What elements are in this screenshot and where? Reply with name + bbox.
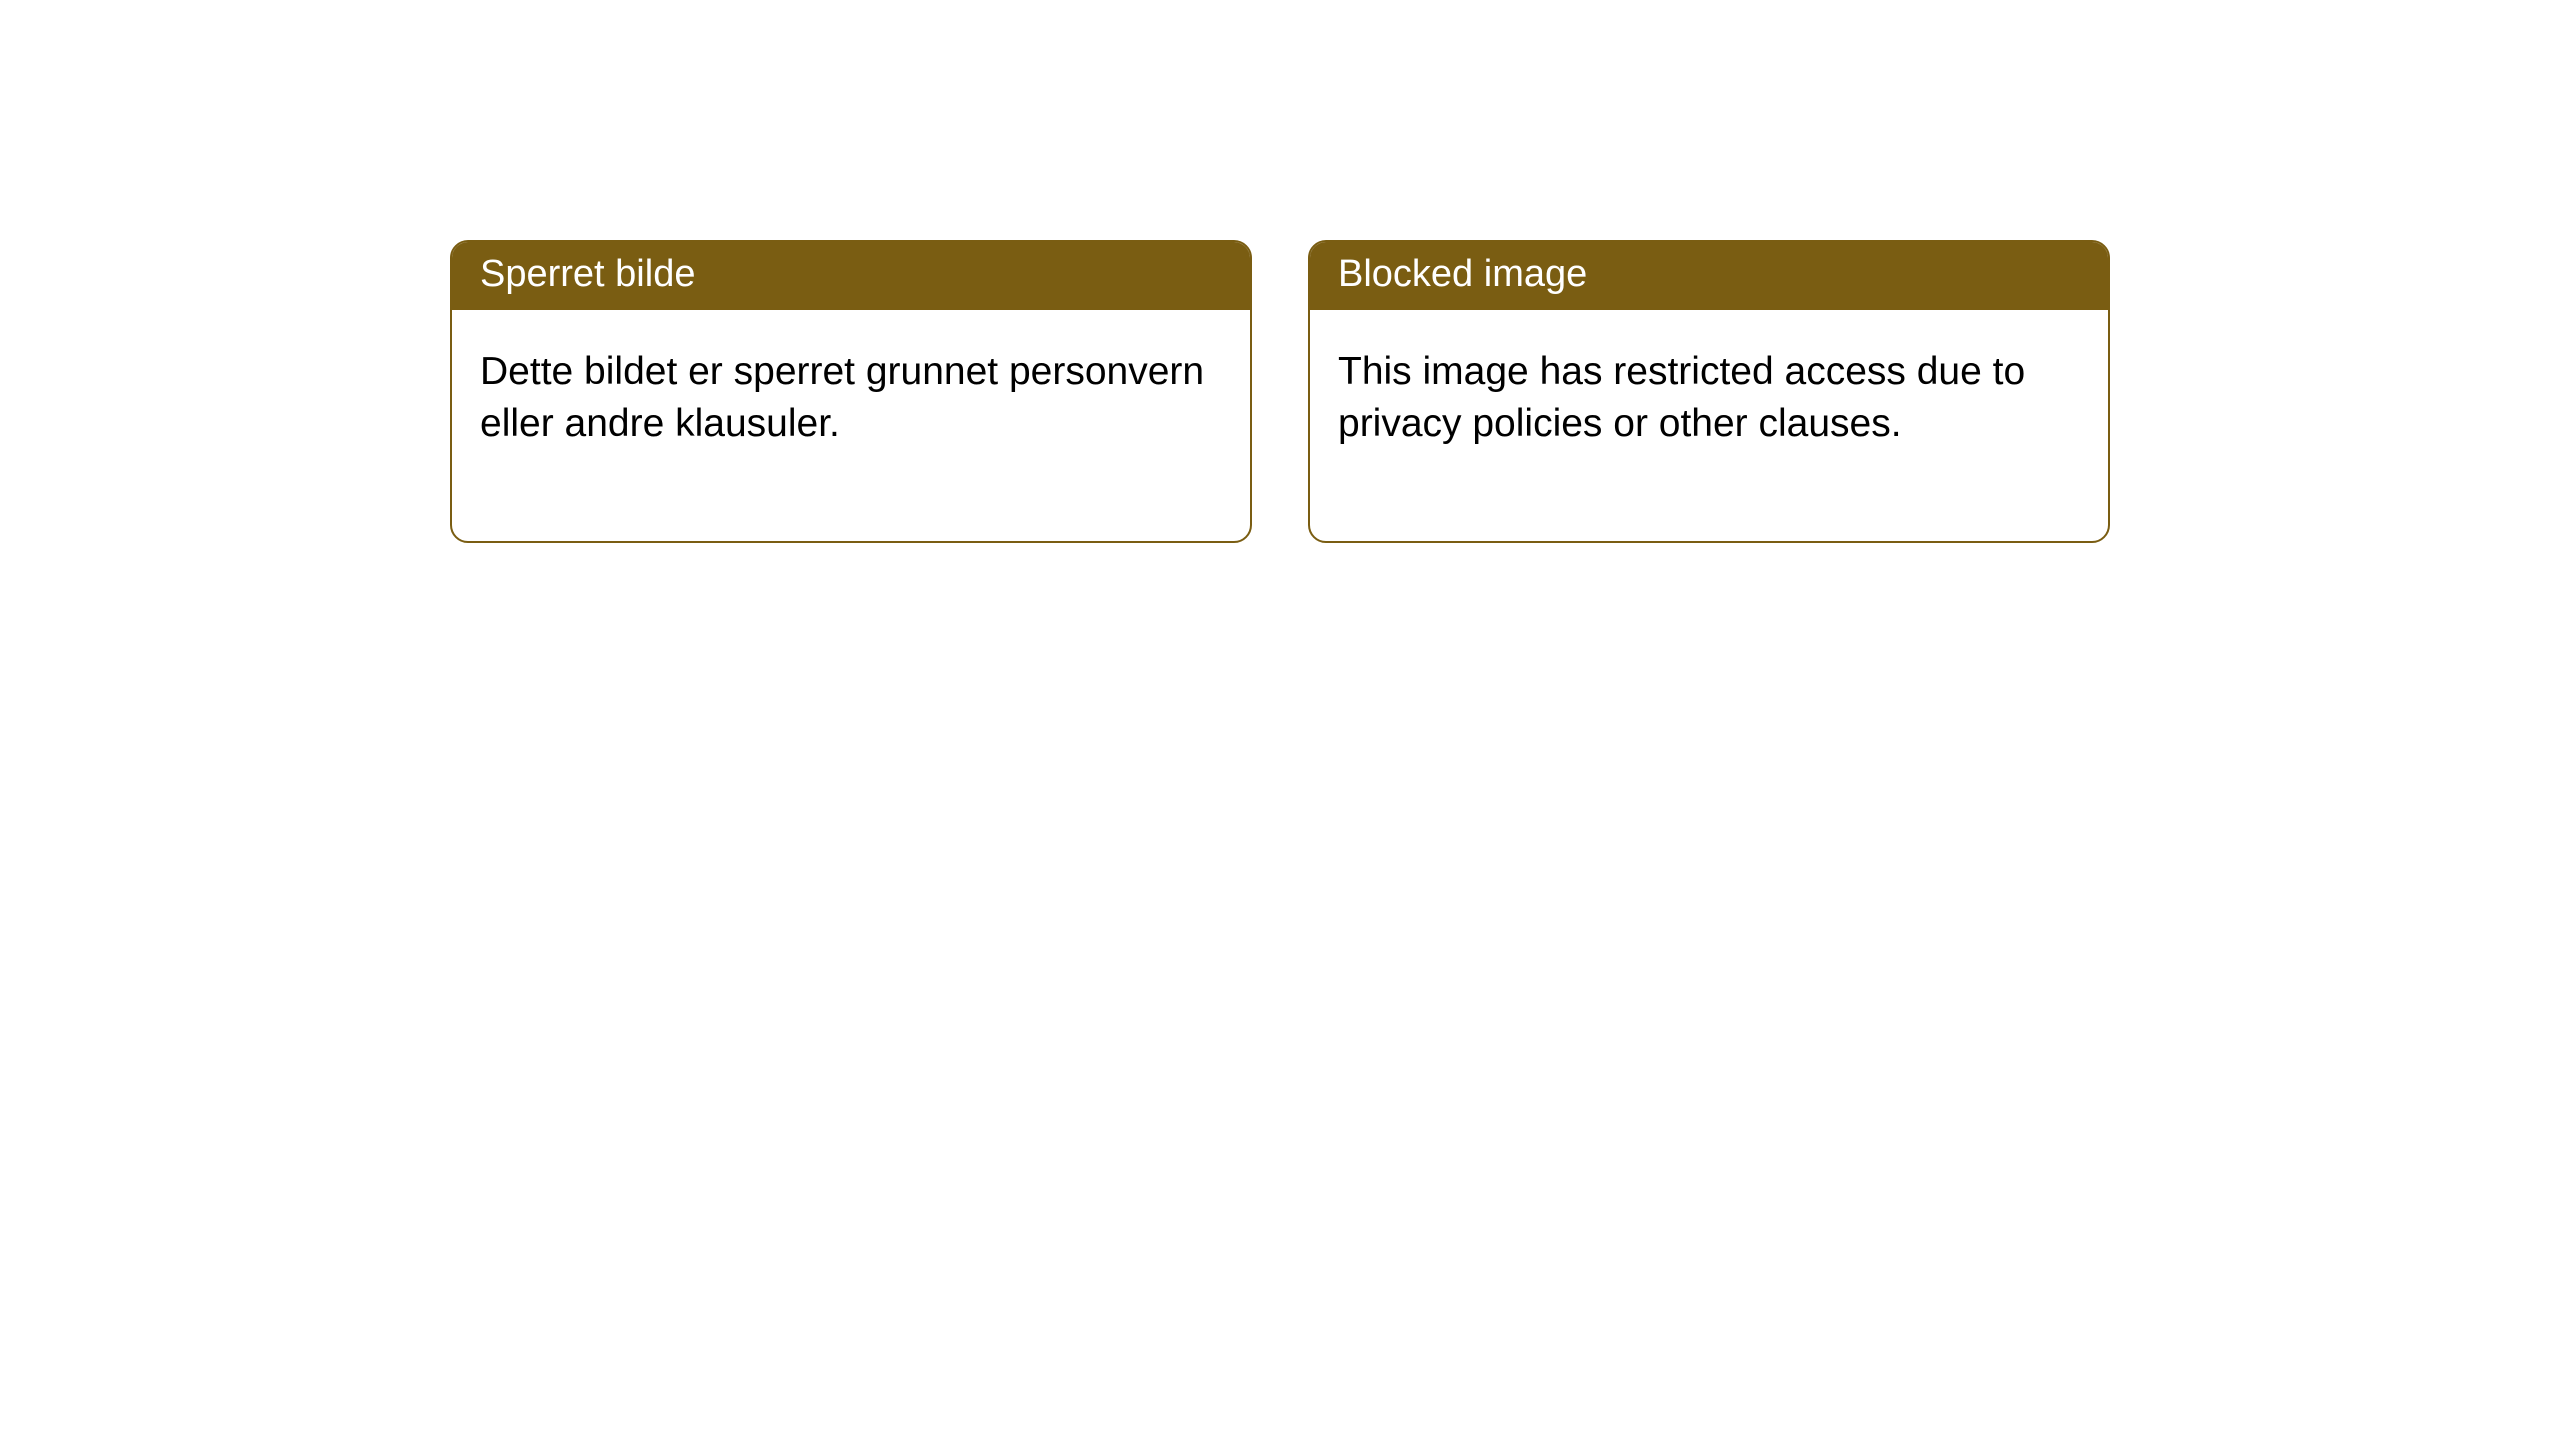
blocked-image-card-no: Sperret bilde Dette bildet er sperret gr… bbox=[450, 240, 1252, 543]
card-body-no: Dette bildet er sperret grunnet personve… bbox=[452, 310, 1250, 541]
card-title-en: Blocked image bbox=[1310, 242, 2108, 310]
card-body-en: This image has restricted access due to … bbox=[1310, 310, 2108, 541]
card-title-no: Sperret bilde bbox=[452, 242, 1250, 310]
blocked-image-card-en: Blocked image This image has restricted … bbox=[1308, 240, 2110, 543]
notice-cards-container: Sperret bilde Dette bildet er sperret gr… bbox=[0, 0, 2560, 543]
